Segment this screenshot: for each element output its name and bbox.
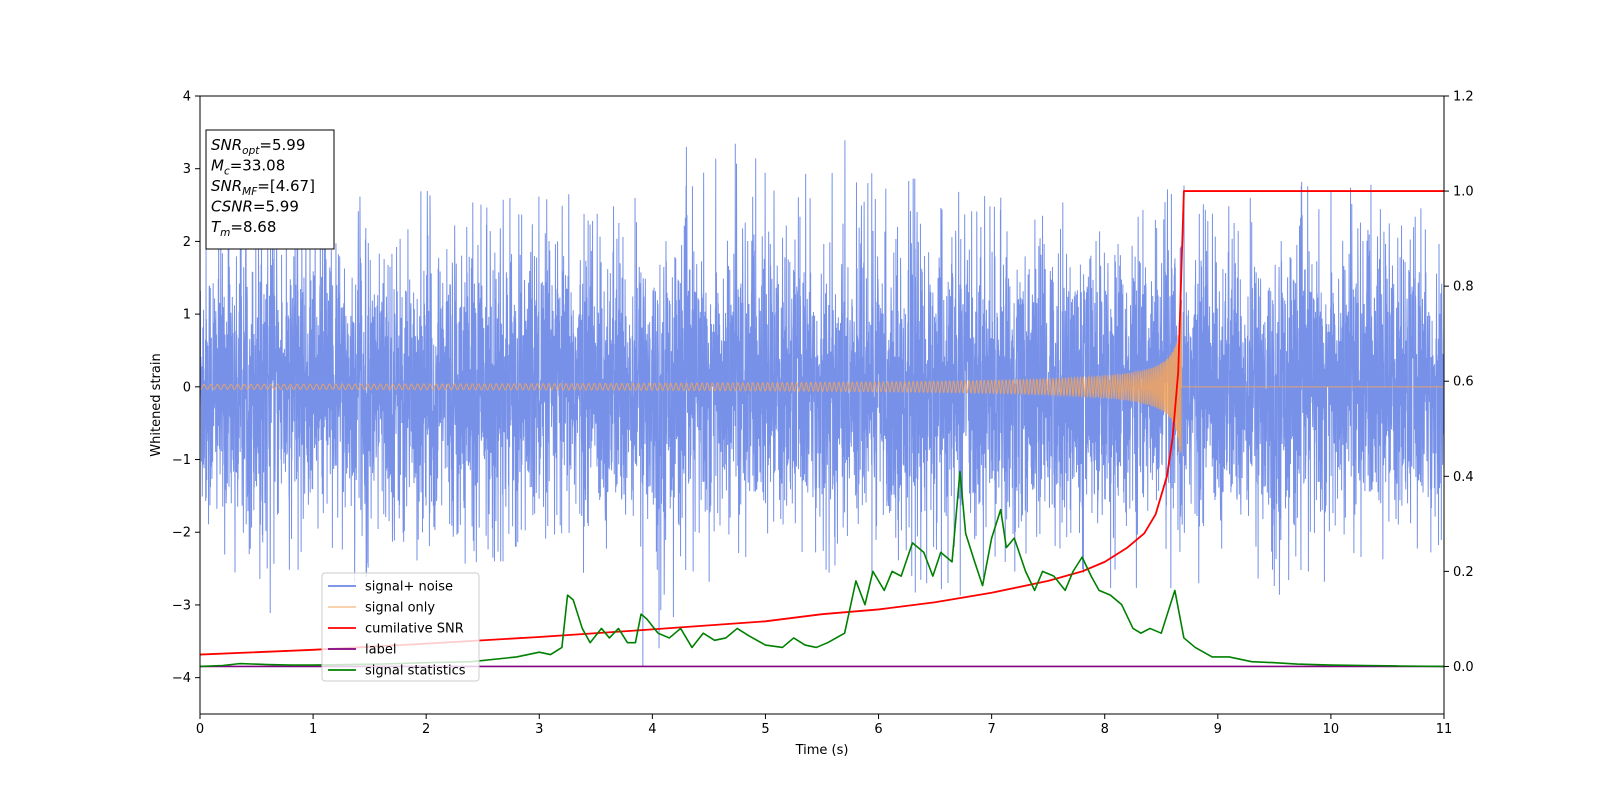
y-tick-label-left: 3 — [183, 162, 191, 177]
annotation-symbol: SNR — [211, 136, 242, 154]
series-signal-only — [200, 302, 1444, 454]
y-tick-label-right: 0.8 — [1453, 280, 1474, 295]
annotation-frame — [205, 129, 335, 250]
legend-frame — [321, 572, 480, 682]
annotation-line: Mc=33.08 — [211, 157, 285, 178]
annotation-value: =5.99 — [253, 198, 299, 216]
annotation-box: SNRopt=5.99Mc=33.08SNRMF=[4.67]CSNR=5.99… — [205, 129, 335, 250]
plot-frame — [199, 95, 1445, 715]
annotation-subscript: opt — [242, 145, 260, 157]
annotation-symbol: SNR — [211, 177, 242, 195]
x-tick-label: 0 — [196, 722, 204, 737]
x-tick-label: 3 — [535, 722, 543, 737]
x-axis-label: Time (s) — [795, 743, 849, 758]
axes-layer: 0 1 2 3 4 5 6 7 8 9 10 1143210−1−2−3−41.21.00.80.60… — [172, 90, 1474, 738]
y-tick-label-right: 0.0 — [1453, 660, 1474, 675]
legend-entry: cumilative SNR — [365, 622, 464, 637]
y-tick-label-left: −4 — [172, 671, 191, 686]
x-tick-label: 9 — [1214, 722, 1222, 737]
annotation-value: =5.99 — [259, 136, 305, 154]
x-tick-label: 6 — [874, 722, 882, 737]
x-tick-label: 5 — [761, 722, 769, 737]
y-tick-label-left: 2 — [183, 235, 191, 250]
series-cumulative-snr — [200, 190, 1444, 656]
y-tick-label-left: −2 — [172, 526, 191, 541]
legend-entry: label — [365, 643, 396, 658]
x-tick-label: 7 — [987, 722, 995, 737]
y-tick-label-right: 0.4 — [1453, 470, 1474, 485]
x-tick-label: 8 — [1101, 722, 1109, 737]
series-signal-statistics — [200, 470, 1444, 668]
x-tick-label: 10 — [1323, 722, 1340, 737]
y-tick-label-right: 0.2 — [1453, 565, 1474, 580]
annotation-subscript: c — [224, 166, 230, 178]
annotation-value: =[4.67] — [257, 177, 315, 195]
annotation-subscript: MF — [242, 186, 258, 198]
y-tick-label-left: 1 — [183, 308, 191, 323]
y-axis-label: Whitened strain — [149, 353, 164, 456]
y-tick-label-left: 0 — [183, 380, 191, 395]
x-tick-label: 11 — [1436, 722, 1453, 737]
annotation-symbol: T — [211, 218, 222, 236]
annotation-symbol: M — [211, 157, 224, 175]
y-tick-label-left: −3 — [172, 598, 191, 613]
legend: signal+ noise signal only cumilative SNR la… — [321, 572, 480, 682]
annotation-line: SNRMF=[4.67] — [211, 177, 315, 198]
annotation-symbol: CSNR — [211, 198, 253, 216]
y-tick-label-left: −1 — [172, 453, 191, 468]
annotation-value: =8.68 — [230, 218, 276, 236]
annotation-line: Tm=8.68 — [211, 218, 276, 239]
legend-entry: signal+ noise — [365, 580, 453, 595]
annotation-subscript: m — [220, 227, 230, 239]
legend-entry: signal only — [365, 601, 435, 616]
y-tick-label-right: 0.6 — [1453, 375, 1474, 390]
annotation-line: SNRopt=5.99 — [211, 136, 305, 157]
x-tick-label: 2 — [422, 722, 430, 737]
annotation-value: =33.08 — [230, 157, 286, 175]
legend-entry: signal statistics — [365, 664, 466, 679]
y-tick-label-right: 1.2 — [1453, 90, 1474, 105]
y-tick-label-right: 1.0 — [1453, 185, 1474, 200]
x-tick-label: 1 — [309, 722, 317, 737]
y-tick-label-left: 4 — [183, 90, 191, 105]
annotation-line: CSNR=5.99 — [211, 198, 299, 216]
x-tick-label: 4 — [648, 722, 656, 737]
series-signal-noise — [200, 140, 1444, 667]
